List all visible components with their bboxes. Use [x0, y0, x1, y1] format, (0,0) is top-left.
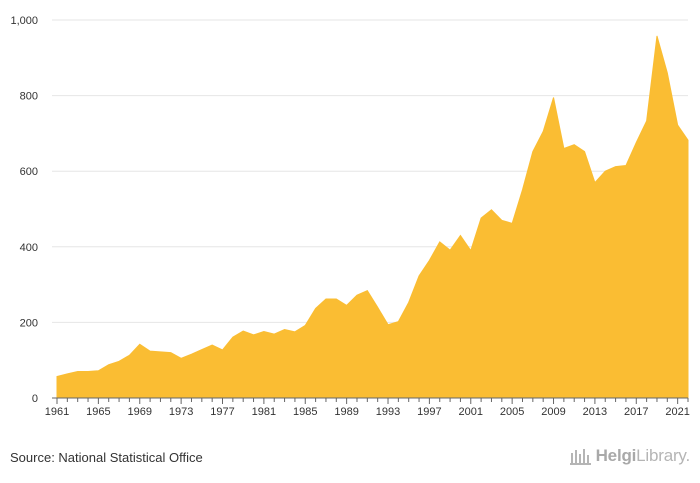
x-tick-label: 2013 [583, 406, 607, 418]
x-tick-label: 1977 [210, 406, 234, 418]
x-tick-label: 1965 [86, 406, 110, 418]
x-tick-label: 2005 [500, 406, 524, 418]
x-tick-label: 1989 [334, 406, 358, 418]
x-tick-label: 2009 [541, 406, 565, 418]
area-series [56, 35, 689, 399]
x-tick-label: 2021 [665, 406, 689, 418]
helgi-library-logo-icon [569, 449, 591, 465]
x-tick-label: 1985 [293, 406, 317, 418]
y-axis-labels: 0 200 400 600 800 1,000 [10, 15, 38, 405]
logo-text-library: Library. [636, 446, 690, 465]
x-tick-label: 1973 [169, 406, 193, 418]
y-tick-label: 800 [20, 91, 38, 103]
y-tick-label: 400 [20, 242, 38, 254]
x-tick-label: 2001 [459, 406, 483, 418]
y-tick-label: 0 [32, 393, 38, 405]
y-tick-label: 1,000 [10, 15, 38, 27]
x-tick-label: 1993 [376, 406, 400, 418]
helgi-library-logo: Helgi Library. [569, 446, 690, 466]
logo-text-helgi: Helgi [595, 446, 637, 465]
x-tick-label: 1969 [128, 406, 152, 418]
y-tick-label: 600 [20, 166, 38, 178]
y-tick-label: 200 [20, 317, 38, 329]
x-axis [52, 397, 689, 404]
x-tick-label: 2017 [624, 406, 648, 418]
x-tick-label: 1981 [252, 406, 276, 418]
x-tick-label: 1961 [45, 406, 69, 418]
source-note: Source: National Statistical Office [10, 450, 203, 465]
x-tick-label: 1997 [417, 406, 441, 418]
x-axis-labels: 1961 1965 1969 1973 1977 1981 1985 1989 1993 1997… [45, 406, 690, 418]
area-series-fill [56, 35, 689, 399]
